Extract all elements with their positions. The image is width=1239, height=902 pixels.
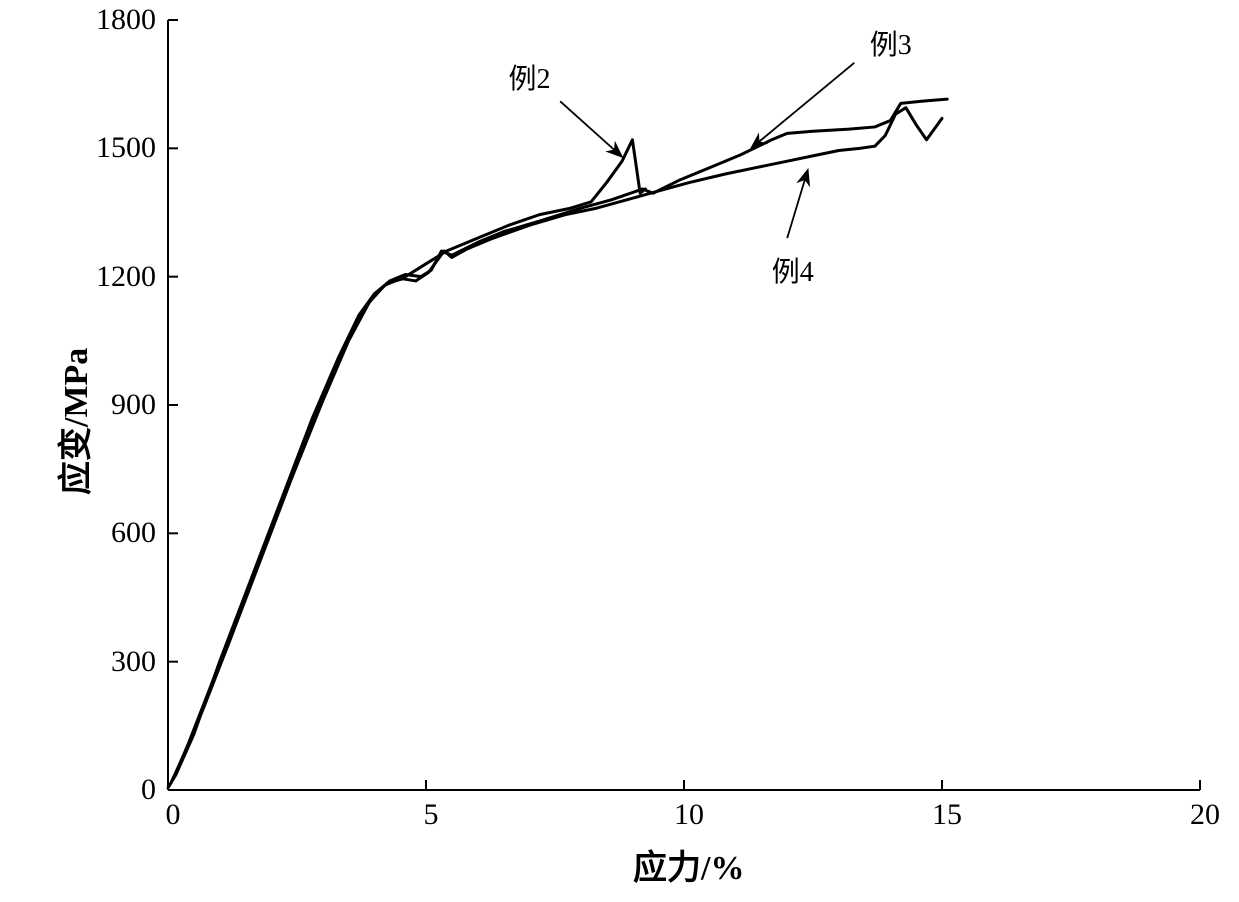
y-tick-label: 1200 <box>96 260 156 294</box>
stress-strain-chart: 应变/MPa 应力/% 0 5 10 15 20 0 300 600 900 1200 1500 18… <box>0 0 1239 902</box>
y-tick-label: 0 <box>141 773 156 807</box>
x-axis-title: 应力/% <box>633 840 744 889</box>
y-tick-label: 300 <box>111 645 156 679</box>
y-axis-title: 应变/MPa <box>48 348 97 495</box>
y-tick-label: 1800 <box>96 3 156 37</box>
series-label-例2: 例2 <box>509 57 551 97</box>
x-tick-label: 20 <box>1185 798 1225 832</box>
x-tick-label: 0 <box>153 798 193 832</box>
label-arrow-例3 <box>751 63 854 149</box>
series-例3 <box>168 99 947 788</box>
series-label-例4: 例4 <box>772 250 814 290</box>
x-tick-label: 15 <box>927 798 967 832</box>
x-tick-label: 5 <box>411 798 451 832</box>
label-arrow-例4 <box>787 170 808 238</box>
y-tick-label: 1500 <box>96 131 156 165</box>
series-label-例3: 例3 <box>870 23 912 63</box>
series-例2 <box>171 140 646 784</box>
label-arrow-例2 <box>560 101 622 157</box>
series-例4 <box>173 108 942 780</box>
chart-svg <box>0 0 1239 902</box>
x-tick-label: 10 <box>669 798 709 832</box>
y-tick-label: 900 <box>111 388 156 422</box>
y-tick-label: 600 <box>111 516 156 550</box>
